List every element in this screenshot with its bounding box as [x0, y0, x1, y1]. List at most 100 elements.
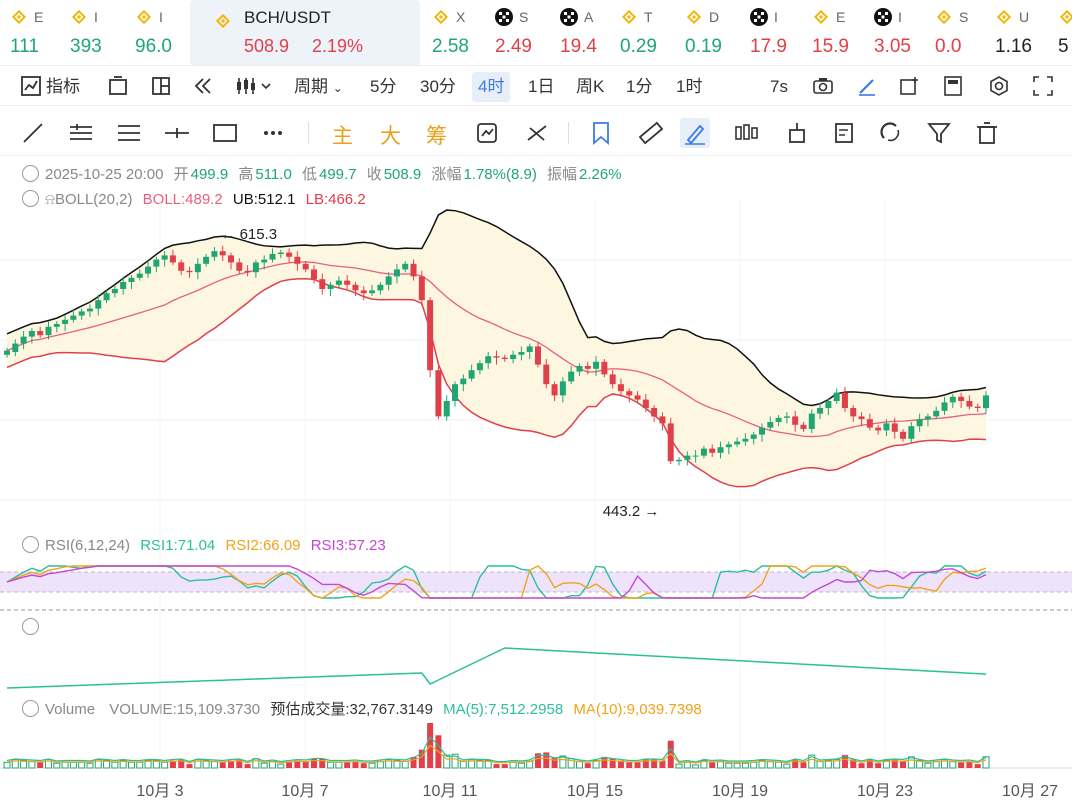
replay-icon[interactable]	[192, 75, 214, 97]
filter-icon[interactable]	[924, 118, 954, 148]
candles-icon[interactable]	[732, 118, 762, 148]
trash-icon[interactable]	[972, 118, 1002, 148]
rsi1-line	[6, 565, 987, 599]
interval-tab[interactable]: 周K	[576, 77, 605, 96]
large-order-button[interactable]: 大	[380, 125, 401, 148]
lock-icon[interactable]	[782, 118, 812, 148]
volume-bar	[360, 763, 367, 768]
volume-bar	[86, 762, 94, 769]
low-label: 低	[301, 166, 317, 183]
candle	[244, 270, 251, 273]
collapse-icon[interactable]	[22, 700, 39, 717]
candle	[153, 259, 160, 267]
ticker-item[interactable]: U 1.16	[995, 0, 1055, 65]
volume-bar	[501, 764, 508, 768]
measure-icon[interactable]	[522, 118, 552, 148]
ticker-name: I	[94, 9, 98, 25]
ticker-item[interactable]: S 0.0	[935, 0, 995, 65]
bell-icon[interactable]: ⍾	[45, 191, 55, 208]
amplitude-value: 2.26%	[579, 166, 622, 183]
calculator-icon[interactable]	[942, 75, 964, 97]
volume-bar	[626, 762, 633, 768]
candle	[576, 366, 583, 372]
ticker-item[interactable]: I 393	[70, 0, 130, 65]
amplitude-label: 振幅	[547, 166, 578, 183]
ticker-item[interactable]: S 2.49	[495, 0, 555, 65]
sync-icon[interactable]	[472, 118, 502, 148]
ruler-icon[interactable]	[636, 118, 666, 148]
more-icon[interactable]	[258, 118, 288, 148]
boll-upper-line	[6, 209, 987, 407]
candle	[269, 254, 276, 260]
interval-tab[interactable]: 4时	[472, 72, 511, 102]
ticker-item[interactable]: E 111	[10, 0, 70, 65]
interval-tab[interactable]: 30分	[420, 77, 456, 96]
settings-icon[interactable]	[988, 75, 1010, 97]
collapse-icon[interactable]	[22, 190, 39, 207]
rectangle-icon[interactable]	[210, 118, 240, 148]
candle	[949, 396, 956, 403]
volume-bar	[509, 761, 517, 769]
fullscreen-icon[interactable]	[1032, 75, 1054, 97]
candle	[734, 441, 741, 445]
add-window-icon[interactable]	[898, 75, 920, 97]
volume-bar	[841, 755, 848, 768]
candle	[518, 352, 525, 355]
ticker-item[interactable]: 5	[1058, 0, 1072, 65]
indicator-icon[interactable]	[20, 75, 42, 97]
period-dropdown[interactable]: 周期 ⌄	[288, 72, 349, 102]
volume-bar	[20, 760, 28, 769]
brush-icon[interactable]	[680, 118, 710, 148]
ticker-item[interactable]: D 0.19	[685, 0, 745, 65]
high-annotation: ← 615.3	[220, 226, 277, 243]
volume-bar	[260, 762, 268, 769]
volume-bar	[642, 759, 649, 768]
candle	[817, 408, 824, 414]
chip-distribution-button[interactable]: 筹	[426, 125, 447, 148]
magnet-icon[interactable]	[876, 118, 906, 148]
expand-icon[interactable]	[22, 618, 39, 635]
channel-icon[interactable]	[114, 118, 144, 148]
parallel-lines-icon[interactable]	[66, 118, 96, 148]
volume-bar	[194, 759, 202, 769]
ticker-item[interactable]: I 17.9	[750, 0, 810, 65]
main-chart-button[interactable]: 主	[332, 125, 353, 148]
horizontal-line-icon[interactable]	[162, 118, 192, 148]
template-icon[interactable]	[107, 75, 129, 97]
ticker-item[interactable]: E 15.9	[812, 0, 872, 65]
interval-tab[interactable]: 1日	[528, 77, 555, 96]
volume-ma10-line	[6, 744, 987, 764]
ticker-item[interactable]: A 19.4	[560, 0, 620, 65]
interval-tab[interactable]: 1分	[626, 77, 653, 96]
pen-icon[interactable]	[856, 75, 878, 97]
ticker-item[interactable]: I 3.05	[874, 0, 934, 65]
ticker-item[interactable]: X 2.58	[432, 0, 492, 65]
collapse-icon[interactable]	[22, 165, 39, 182]
layout-icon[interactable]	[150, 75, 172, 97]
candle	[37, 331, 44, 336]
ticker-price: 0.0	[935, 36, 962, 57]
note-icon[interactable]	[830, 118, 860, 148]
volume-bar	[94, 759, 102, 769]
collapse-icon[interactable]	[22, 536, 39, 553]
refresh-interval[interactable]: 7s	[770, 77, 788, 96]
ticker-item[interactable]: I 96.0	[135, 0, 195, 65]
volume-bar	[958, 762, 965, 768]
line-tool-icon[interactable]	[18, 118, 48, 148]
candle	[53, 324, 60, 327]
volume-bar	[119, 760, 127, 769]
candle	[617, 384, 624, 392]
rsi-name: RSI(6,12,24)	[45, 537, 131, 554]
interval-tab[interactable]: 1时	[676, 77, 703, 96]
candle	[667, 423, 674, 462]
chart-type-icon[interactable]	[235, 75, 275, 97]
camera-icon[interactable]	[812, 75, 834, 97]
volume-bar	[634, 762, 641, 768]
bookmark-icon[interactable]	[586, 118, 616, 148]
active-ticker-item[interactable]: BCH/USDT 508.9 2.19%	[190, 0, 420, 65]
indicators-button[interactable]: 指标	[46, 77, 80, 96]
ticker-item[interactable]: T 0.29	[620, 0, 680, 65]
candle	[924, 416, 931, 420]
candle	[933, 410, 940, 417]
interval-tab[interactable]: 5分	[370, 77, 397, 96]
